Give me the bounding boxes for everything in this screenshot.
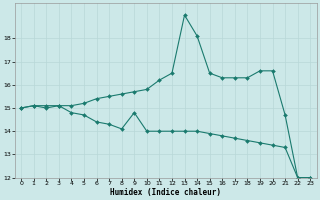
X-axis label: Humidex (Indice chaleur): Humidex (Indice chaleur) [110, 188, 221, 197]
